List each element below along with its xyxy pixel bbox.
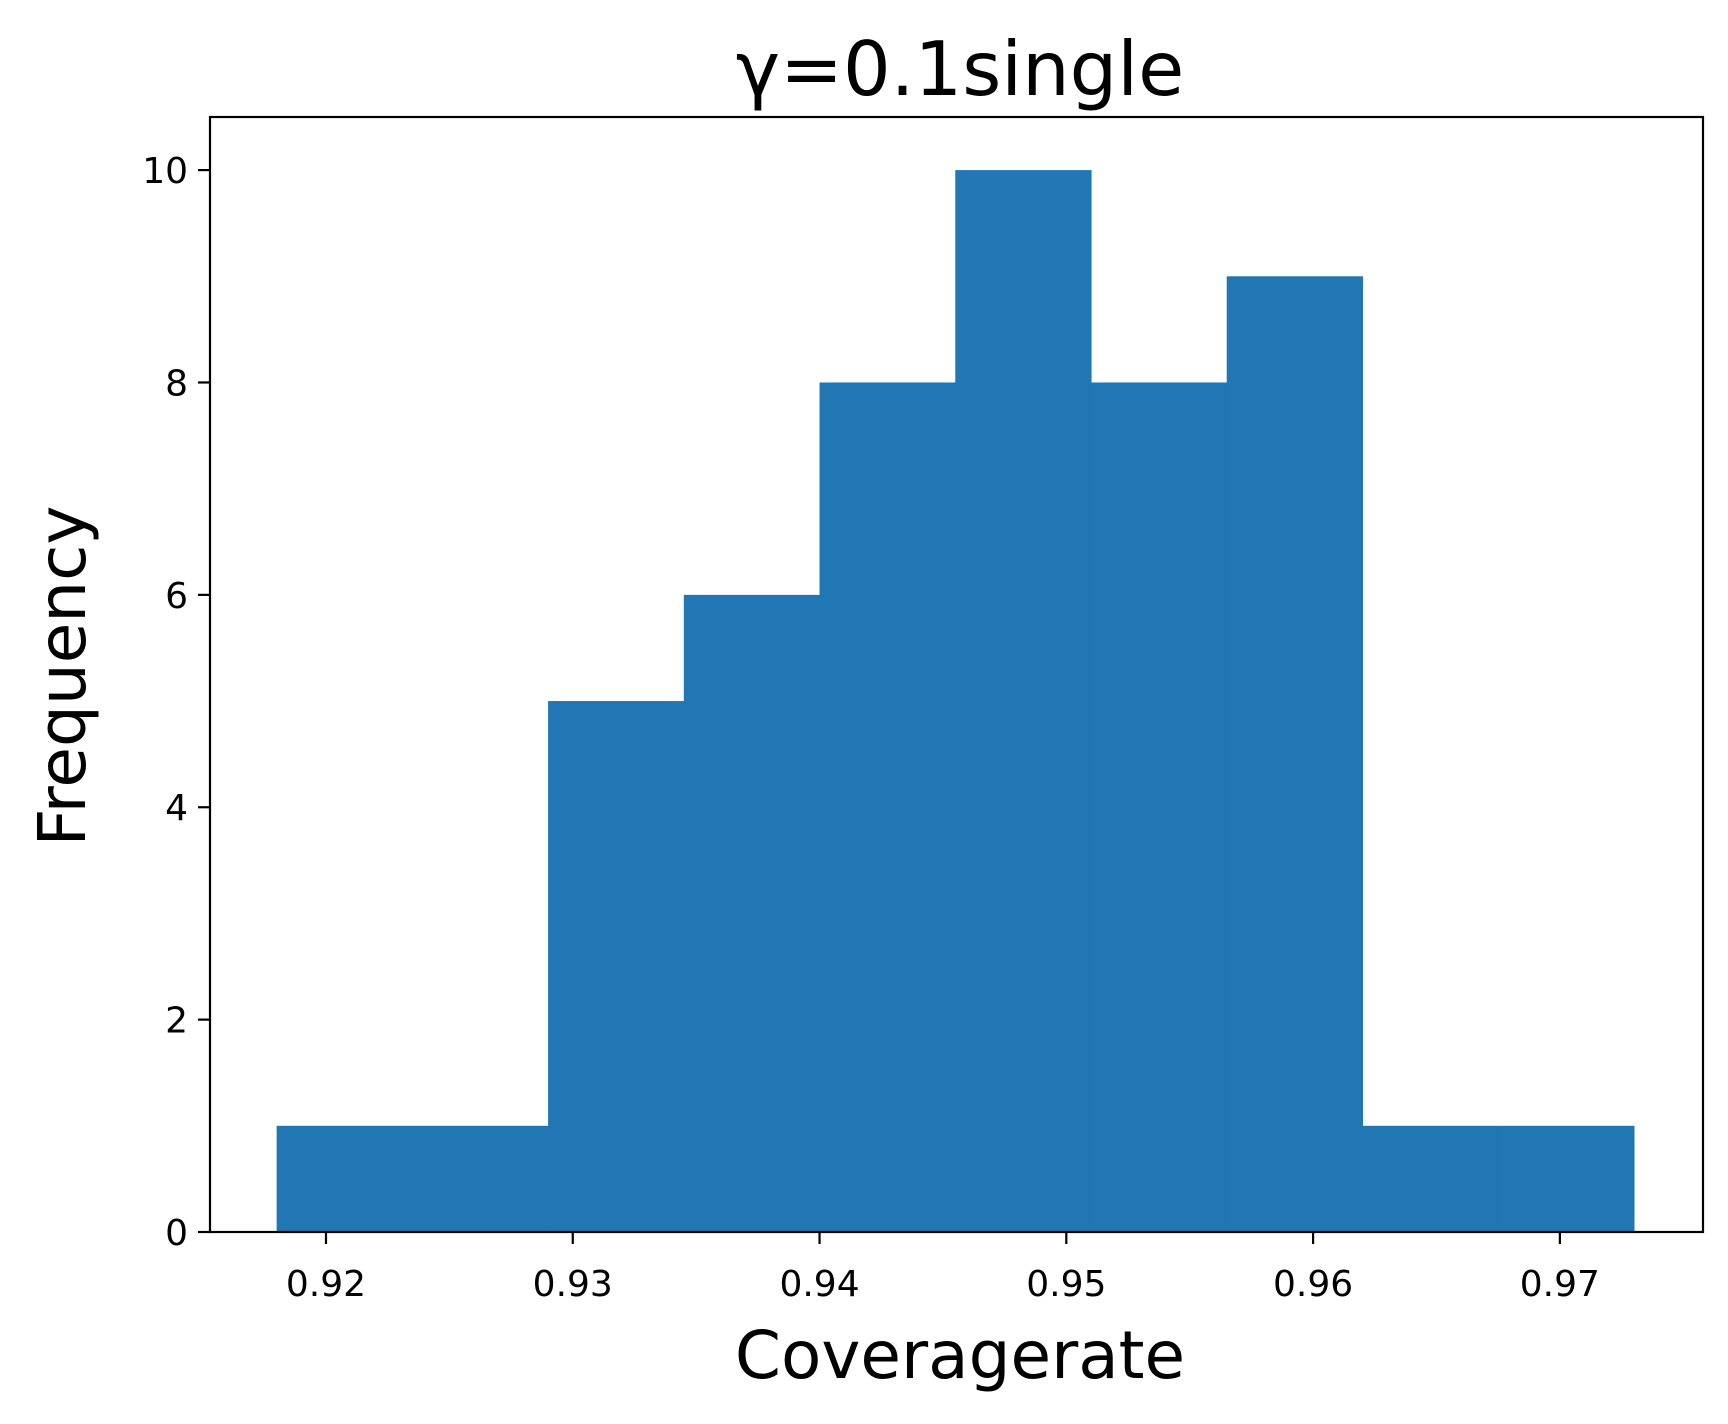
x-axis-ticks: 0.92 0.93 0.94 0.95 0.96 0.97: [286, 1232, 1600, 1305]
histogram-bars: [276, 170, 1635, 1233]
histogram-bar-5: [819, 382, 956, 1232]
x-tick-label: 0.97: [1520, 1264, 1600, 1305]
y-axis-ticks: 0 2 4 6 8 10: [142, 151, 210, 1254]
y-tick-label: 0: [165, 1213, 188, 1254]
x-tick-label: 0.94: [779, 1264, 859, 1305]
y-tick-label: 2: [165, 1001, 188, 1042]
y-axis-label: Frequency: [24, 506, 101, 847]
histogram-bar-7: [1090, 382, 1228, 1232]
histogram-bar-3: [548, 701, 685, 1232]
histogram-bar-6: [955, 170, 1092, 1233]
plot-frame: [208, 115, 1705, 1234]
x-axis-label: Coveragerate: [735, 1317, 1185, 1394]
x-tick-label: 0.96: [1273, 1264, 1353, 1305]
histogram-bar-1: [276, 1125, 413, 1232]
x-tick-label: 0.95: [1026, 1264, 1106, 1305]
histogram-bar-8: [1226, 276, 1364, 1232]
y-tick-label: 4: [165, 788, 188, 829]
x-tick-label: 0.93: [533, 1264, 613, 1305]
y-tick-label: 8: [165, 363, 188, 404]
histogram-bar-9: [1362, 1125, 1499, 1232]
histogram-bar-10: [1498, 1125, 1635, 1232]
histogram-bar-2: [412, 1125, 549, 1232]
y-tick-label: 6: [165, 576, 188, 617]
histogram-bar-4: [683, 594, 821, 1232]
y-tick-label: 10: [142, 151, 188, 192]
x-tick-label: 0.92: [286, 1264, 366, 1305]
chart-title: γ=0.1single: [736, 25, 1185, 113]
